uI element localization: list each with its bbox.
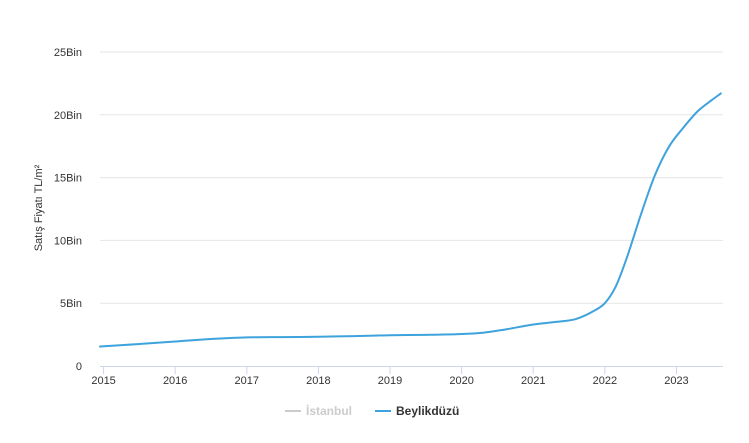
y-tick-label: 15Bin [54, 173, 82, 185]
x-tick-label: 2022 [593, 375, 617, 387]
x-tick-label: 2023 [664, 375, 688, 387]
x-tick-label: 2021 [521, 375, 545, 387]
x-tick-label: 2015 [91, 375, 115, 387]
series-line-1 [99, 92, 722, 348]
legend-item-1[interactable]: Beylikdüzü [375, 404, 459, 418]
x-tick-label: 2020 [449, 375, 473, 387]
y-axis: 0 5Bin 10Bin 15Bin 20Bin 25Bin [54, 47, 82, 373]
legend-item-0[interactable]: İstanbul [285, 403, 352, 418]
series-layer [99, 92, 722, 348]
x-tick-label: 2017 [235, 375, 259, 387]
y-tick-label: 5Bin [60, 298, 82, 310]
x-tick-label: 2016 [163, 375, 187, 387]
y-tick-label: 25Bin [54, 47, 82, 59]
x-tick-label: 2018 [306, 375, 330, 387]
legend-label: İstanbul [306, 403, 352, 418]
legend-label: Beylikdüzü [396, 404, 459, 418]
y-tick-label: 0 [76, 361, 82, 373]
legend: İstanbul Beylikdüzü [285, 403, 459, 418]
y-axis-title: Satış Fiyatı TL/m² [33, 164, 45, 251]
y-tick-label: 10Bin [54, 235, 82, 247]
x-axis: 2015 2016 2017 2018 2019 2020 2021 2022 2023 [91, 366, 723, 387]
grid-lines [100, 51, 723, 304]
x-tick-label: 2019 [378, 375, 402, 387]
y-tick-label: 20Bin [54, 110, 82, 122]
